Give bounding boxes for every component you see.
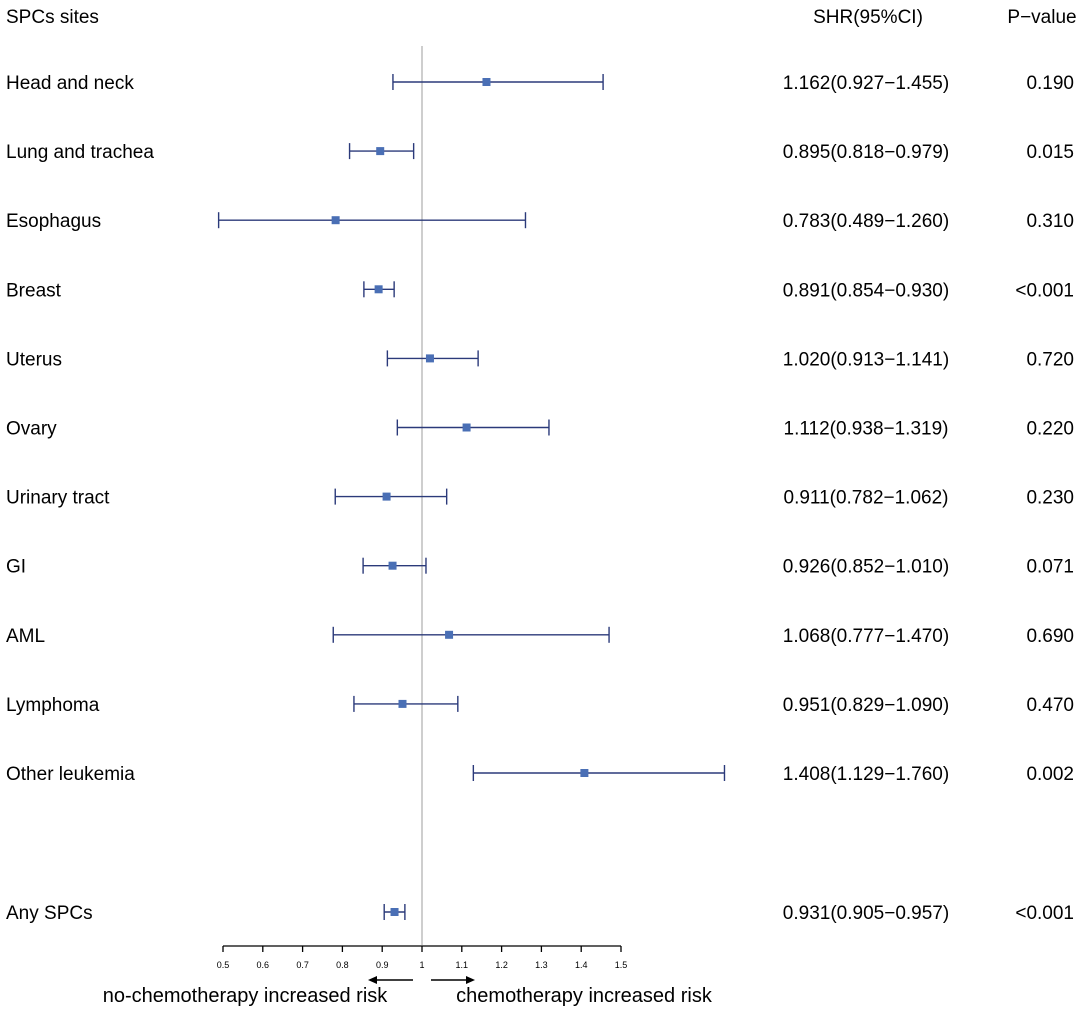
p-value-text: 0.220 [1026,419,1074,440]
row-site-label: AML [6,626,45,647]
shr-ci-text: 1.020(0.913−1.141) [783,349,949,370]
point-estimate-marker [445,630,454,639]
row-site-label: Other leukemia [6,764,135,785]
direction-label-left: no-chemotherapy increased risk [103,985,389,1007]
shr-ci-text: 1.068(0.777−1.470) [783,626,949,647]
row-site-label: Esophagus [6,211,101,232]
point-estimate-marker [398,699,407,708]
x-tick-label: 1 [419,960,424,970]
x-tick-label: 0.7 [296,960,309,970]
row-site-label: Breast [6,280,62,301]
point-estimate-marker [425,354,434,363]
point-estimate-marker [390,908,399,916]
shr-ci-text: 0.931(0.905−0.957) [783,903,949,924]
x-tick-label: 1.1 [456,960,469,970]
left-arrow-icon [368,976,377,984]
shr-ci-text: 1.408(1.129−1.760) [783,764,949,785]
row-site-label: GI [6,557,26,578]
forest-row: Urinary tract 0.911(0.782−1.062) 0.230 [6,488,1074,509]
x-tick-label: 0.9 [376,960,389,970]
x-tick-label: 0.5 [217,960,230,970]
header-sites: SPCs sites [6,7,99,28]
row-site-label: Uterus [6,349,62,370]
forest-row: Breast 0.891(0.854−0.930) <0.001 [6,280,1074,301]
row-site-label: Ovary [6,419,57,440]
p-value-text: 0.720 [1026,349,1074,370]
header-shr: SHR(95%CI) [813,7,923,28]
shr-ci-text: 1.112(0.938−1.319) [784,419,949,440]
point-estimate-marker [376,147,385,156]
p-value-text: 0.071 [1026,557,1074,578]
p-value-text: <0.001 [1015,280,1074,301]
x-tick-label: 1.4 [575,960,588,970]
point-estimate-marker [482,78,491,86]
point-estimate-marker [388,561,397,570]
row-site-label: Urinary tract [6,488,110,509]
p-value-text: 0.015 [1026,142,1074,163]
point-estimate-marker [331,216,340,225]
forest-row: Lung and trachea 0.895(0.818−0.979) 0.015 [6,142,1074,163]
row-site-label: Lung and trachea [6,142,154,163]
p-value-text: 0.190 [1026,73,1074,94]
header-p-value: P−value [1007,7,1076,28]
point-estimate-marker [374,285,383,294]
p-value-text: 0.002 [1026,764,1074,785]
forest-row: Ovary 1.112(0.938−1.319) 0.220 [6,419,1074,440]
x-tick-label: 0.6 [257,960,270,970]
forest-row: GI 0.926(0.852−1.010) 0.071 [6,557,1074,578]
forest-row: Any SPCs 0.931(0.905−0.957) <0.001 [6,903,1074,924]
row-site-label: Head and neck [6,73,134,94]
rows-layer: Head and neck 1.162(0.927−1.455) 0.190 Lung… [6,73,1074,924]
forest-row: Other leukemia 1.408(1.129−1.760) 0.002 [6,764,1074,785]
p-value-text: 0.690 [1026,626,1074,647]
direction-label-right: chemotherapy increased risk [456,985,713,1007]
x-tick-label: 1.2 [495,960,508,970]
forest-row: AML 1.068(0.777−1.470) 0.690 [6,626,1074,647]
x-tick-label: 1.3 [535,960,548,970]
shr-ci-text: 0.783(0.489−1.260) [783,211,949,232]
x-axis: 0.5 0.6 0.7 0.8 0.9 1 1.1 1.2 1.3 1.4 1.5 [217,945,628,970]
shr-ci-text: 0.895(0.818−0.979) [783,142,949,163]
direction-arrows [368,976,475,984]
right-arrow-icon [466,976,475,984]
forest-row: Lymphoma 0.951(0.829−1.090) 0.470 [6,695,1074,716]
point-estimate-marker [580,769,589,777]
point-estimate-marker [462,423,471,432]
shr-ci-text: 0.926(0.852−1.010) [783,557,949,578]
p-value-text: <0.001 [1015,903,1074,924]
forest-row: Uterus 1.020(0.913−1.141) 0.720 [6,349,1074,370]
shr-ci-text: 0.891(0.854−0.930) [783,280,949,301]
x-tick-label: 1.5 [615,960,628,970]
shr-ci-text: 1.162(0.927−1.455) [783,73,949,94]
p-value-text: 0.310 [1026,211,1074,232]
row-site-label: Lymphoma [6,695,100,716]
point-estimate-marker [382,492,391,501]
forest-row: Head and neck 1.162(0.927−1.455) 0.190 [6,73,1074,94]
p-value-text: 0.470 [1026,695,1074,716]
x-tick-label: 0.8 [336,960,349,970]
shr-ci-text: 0.911(0.782−1.062) [784,488,949,509]
p-value-text: 0.230 [1026,488,1074,509]
row-site-label: Any SPCs [6,903,93,924]
forest-row: Esophagus 0.783(0.489−1.260) 0.310 [6,211,1074,232]
shr-ci-text: 0.951(0.829−1.090) [783,695,949,716]
